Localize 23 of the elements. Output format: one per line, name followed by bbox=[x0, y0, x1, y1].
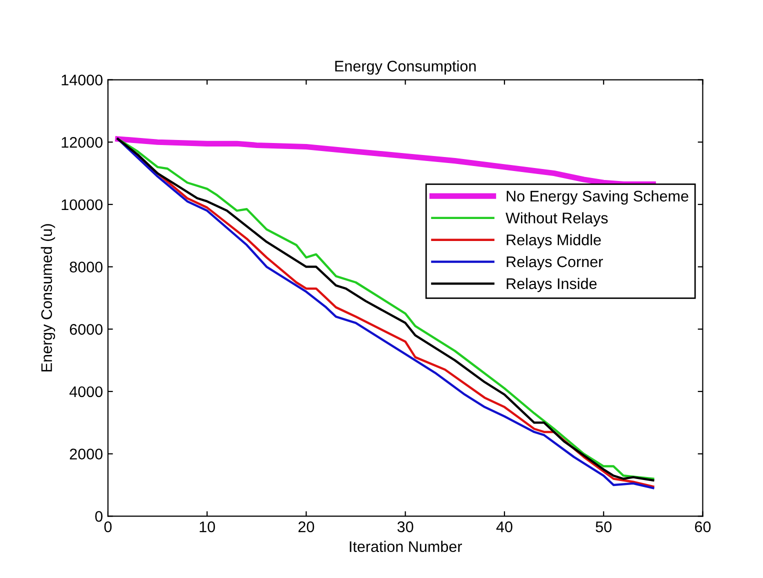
y-axis-title: Energy Consumed (u) bbox=[40, 224, 56, 372]
y-tick-label: 4000 bbox=[69, 386, 103, 398]
legend-label: Relays Middle bbox=[506, 234, 601, 248]
legend-label: Relays Corner bbox=[506, 256, 603, 270]
y-tick-label: 10000 bbox=[62, 199, 103, 210]
y-tick-label: 14000 bbox=[62, 74, 103, 86]
y-tick-label: 0 bbox=[95, 511, 103, 522]
y-tick-label: 8000 bbox=[70, 262, 103, 272]
x-tick-label: 30 bbox=[397, 521, 414, 532]
legend-label: Without Relays bbox=[506, 212, 608, 226]
legend-label: No Energy Saving Scheme bbox=[506, 190, 688, 205]
x-tick-label: 60 bbox=[695, 521, 711, 532]
y-tick-label: 6000 bbox=[70, 324, 103, 335]
legend-label: Relays Inside bbox=[506, 278, 597, 292]
x-axis-title: Iteration Number bbox=[350, 540, 462, 552]
x-tick-label: 10 bbox=[200, 521, 215, 532]
x-tick-label: 0 bbox=[104, 521, 112, 532]
y-tick-label: 12000 bbox=[62, 136, 103, 148]
x-tick-label: 50 bbox=[596, 521, 612, 532]
y-tick-label: 2000 bbox=[70, 448, 103, 460]
chart-title: Energy Consumption bbox=[335, 60, 476, 75]
x-tick-label: 40 bbox=[496, 521, 512, 532]
x-tick-label: 20 bbox=[298, 521, 314, 532]
